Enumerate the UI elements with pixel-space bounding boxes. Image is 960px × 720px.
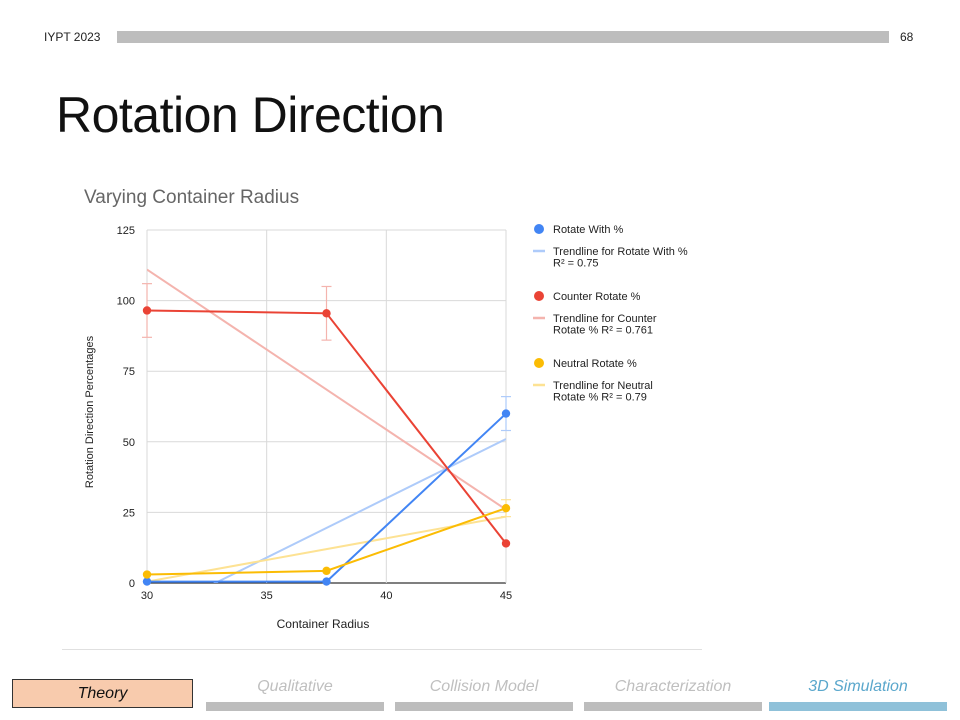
section-nav: Theory Qualitative Collision Model Chara… xyxy=(0,672,960,720)
y-axis-label: Rotation Direction Percentages xyxy=(84,335,96,488)
data-point xyxy=(142,577,152,586)
legend-label: Trendline for Neutral xyxy=(553,380,653,392)
y-tick-label: 125 xyxy=(117,225,135,237)
y-tick-label: 25 xyxy=(123,507,135,519)
chart-divider xyxy=(62,649,702,650)
data-point xyxy=(322,566,331,576)
x-tick-label: 30 xyxy=(141,590,153,602)
x-tick-label: 40 xyxy=(380,590,392,602)
nav-item-qualitative[interactable]: Qualitative xyxy=(206,672,384,712)
nav-item-bar xyxy=(395,702,573,711)
x-tick-label: 45 xyxy=(500,590,512,602)
legend-label: R² = 0.75 xyxy=(553,258,599,270)
data-point xyxy=(501,539,511,548)
x-tick-label: 35 xyxy=(261,590,273,602)
nav-item-bar xyxy=(584,702,762,711)
chart: Varying Container Radius Container Radiu… xyxy=(60,176,710,654)
data-point xyxy=(142,570,152,579)
nav-item-bar xyxy=(769,702,947,711)
y-tick-label: 50 xyxy=(123,437,135,449)
x-axis-label: Container Radius xyxy=(277,617,370,631)
y-tick-label: 0 xyxy=(129,578,135,590)
nav-item-label: 3D Simulation xyxy=(808,678,908,695)
series-line xyxy=(146,507,507,576)
nav-item-label: Qualitative xyxy=(257,678,333,695)
nav-item-bar xyxy=(206,702,384,711)
data-point xyxy=(322,577,331,586)
y-tick-label: 100 xyxy=(117,296,135,308)
page-title: Rotation Direction xyxy=(56,87,445,143)
data-point xyxy=(501,503,511,513)
series-line xyxy=(146,309,507,545)
event-label: IYPT 2023 xyxy=(44,30,101,44)
nav-item-characterization[interactable]: Characterization xyxy=(584,672,762,712)
legend-marker xyxy=(534,224,544,234)
legend-label: Rotate With % xyxy=(553,224,624,236)
nav-item-label: Characterization xyxy=(614,678,732,695)
nav-item-3d-simulation[interactable]: 3D Simulation xyxy=(769,672,947,712)
legend-label: Counter Rotate % xyxy=(553,291,641,303)
y-tick-label: 75 xyxy=(123,366,135,378)
legend-label: Rotate % R² = 0.761 xyxy=(553,325,653,337)
trendline xyxy=(147,515,506,583)
nav-item-theory[interactable]: Theory xyxy=(12,679,193,708)
data-point xyxy=(501,409,511,418)
series-line xyxy=(147,412,507,583)
chart-title: Varying Container Radius xyxy=(84,187,299,208)
page-number: 68 xyxy=(900,30,914,44)
nav-item-collision-model[interactable]: Collision Model xyxy=(395,672,573,712)
legend-marker xyxy=(534,291,544,301)
nav-item-label: Collision Model xyxy=(429,678,539,695)
chart-svg: Varying Container Radius Container Radiu… xyxy=(84,187,688,631)
header-bar xyxy=(117,31,889,43)
data-point xyxy=(322,309,331,318)
legend-label: Rotate % R² = 0.79 xyxy=(553,392,647,404)
legend-label: Neutral Rotate % xyxy=(553,358,637,370)
legend-label: Trendline for Rotate With % xyxy=(553,246,688,258)
legend-marker xyxy=(534,358,544,368)
legend-label: Trendline for Counter xyxy=(553,313,657,325)
data-point xyxy=(142,306,152,315)
nav-item-label: Theory xyxy=(77,685,128,702)
